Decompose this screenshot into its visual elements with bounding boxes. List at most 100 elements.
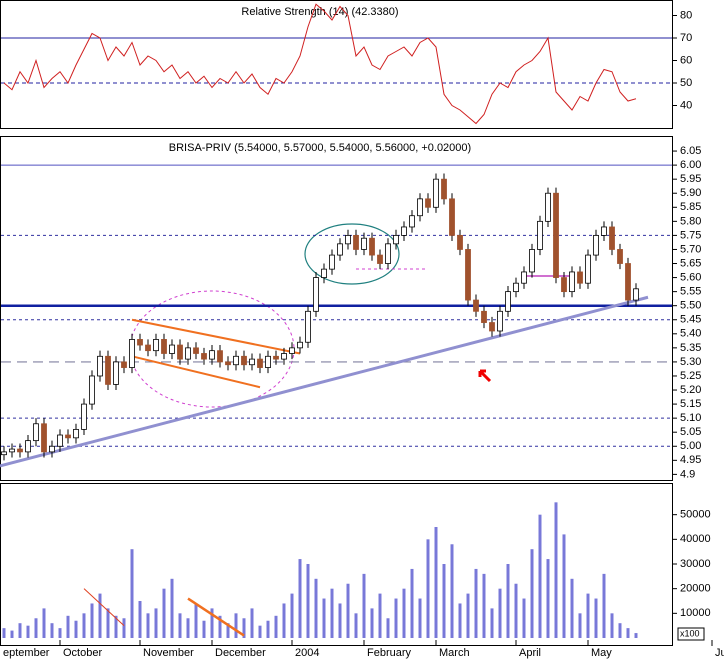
volume-panel: [0, 483, 673, 646]
trend-line: [187, 597, 245, 637]
volume-bar: [618, 623, 622, 638]
y-tick-label: 5.85: [680, 201, 701, 213]
arrow: [478, 369, 492, 383]
volume-bar: [314, 578, 318, 638]
y-tick-label: 60: [680, 54, 692, 66]
candle-body: [329, 254, 335, 270]
candle-body: [249, 358, 255, 366]
y-tick-label: 4.95: [680, 454, 701, 466]
candle-body: [1, 451, 7, 456]
candle-body: [25, 440, 31, 453]
candle-body: [201, 353, 207, 360]
y-tick-label: 40000: [680, 533, 711, 545]
y-tick-label: 30000: [680, 558, 711, 570]
candle-body: [401, 226, 407, 236]
y-tick-label: 5.70: [680, 243, 701, 255]
candle-body: [601, 226, 607, 236]
volume-bar: [74, 620, 78, 638]
candle-body: [81, 403, 87, 430]
volume-bar: [634, 633, 638, 638]
volume-bar: [42, 608, 46, 638]
volume-bar: [138, 601, 142, 638]
candle-body: [89, 375, 95, 405]
candle-body: [49, 445, 55, 453]
volume-bar: [578, 613, 582, 638]
y-tick-label: 5.75: [680, 229, 701, 241]
volume-bar: [490, 608, 494, 638]
volume-bar: [274, 615, 278, 638]
candle-body: [633, 288, 639, 301]
rsi-panel: [0, 0, 673, 129]
y-tick-label: 10000: [680, 607, 711, 619]
candle-body: [57, 434, 63, 447]
volume-bar: [434, 527, 438, 638]
volume-bar: [162, 588, 166, 638]
volume-bar: [530, 549, 534, 638]
candle-body: [561, 277, 567, 293]
y-tick-label: 20000: [680, 583, 711, 595]
candle-body: [113, 361, 119, 385]
y-tick-label: 5.25: [680, 370, 701, 382]
volume-bar: [202, 620, 206, 638]
volume-bar: [570, 578, 574, 638]
volume-bar: [234, 613, 238, 638]
y-tick-label: 5.65: [680, 257, 701, 269]
volume-bar: [250, 608, 254, 638]
volume-bar: [122, 618, 126, 638]
pattern-ellipse: [304, 223, 400, 285]
volume-bar: [106, 608, 110, 638]
y-tick-label: 5.50: [680, 300, 701, 312]
volume-bar: [298, 559, 302, 638]
x-tick-label: November: [143, 647, 194, 659]
volume-bar: [66, 615, 70, 638]
candle-body: [345, 235, 351, 245]
candle-body: [137, 339, 143, 346]
volume-bar: [306, 564, 310, 638]
y-tick-label: 6.00: [680, 159, 701, 171]
price-title: BRISA-PRIV (5.54000, 5.57000, 5.54000, 5…: [169, 142, 471, 154]
volume-bar: [538, 514, 542, 638]
volume-bar: [82, 613, 86, 638]
volume-bar: [450, 544, 454, 638]
volume-bar: [130, 549, 134, 638]
volume-bar: [394, 598, 398, 638]
x-tick-label: October: [63, 647, 102, 659]
y-tick-label: 40: [680, 99, 692, 111]
volume-bar: [338, 603, 342, 638]
y-tick-label: 5.45: [680, 314, 701, 326]
trend-line: [131, 318, 301, 355]
volume-bar: [242, 618, 246, 638]
candle-body: [17, 448, 23, 453]
trend-line: [131, 355, 261, 389]
candle-body: [289, 347, 295, 354]
candle-body: [489, 322, 495, 332]
volume-bar: [386, 618, 390, 638]
trend-line: [83, 588, 125, 627]
volume-bar: [258, 625, 262, 638]
candle-body: [321, 268, 327, 278]
y-tick-label: 5.30: [680, 356, 701, 368]
x-tick-label: 2004: [295, 647, 319, 659]
candle-body: [497, 310, 503, 332]
rsi-title: Relative Strength (14) (42.3380): [241, 6, 398, 18]
candle-body: [385, 243, 391, 264]
volume-bar: [146, 613, 150, 638]
candle-body: [217, 350, 223, 363]
trend-line: [0, 295, 649, 468]
x-tick-label: March: [439, 647, 470, 659]
volume-bar: [290, 593, 294, 638]
candle-body: [473, 299, 479, 312]
y-tick-label: 70: [680, 32, 692, 44]
candle-body: [625, 263, 631, 301]
candle-body: [425, 198, 431, 208]
volume-bar: [50, 623, 54, 638]
x-tick-label: February: [367, 647, 412, 659]
volume-bar: [594, 598, 598, 638]
candle-body: [441, 178, 447, 200]
volume-bar: [498, 588, 502, 638]
volume-bar: [546, 559, 550, 638]
volume-bar: [378, 593, 382, 638]
candle-body: [129, 339, 135, 368]
volume-bar: [426, 539, 430, 638]
candle-body: [609, 226, 615, 250]
